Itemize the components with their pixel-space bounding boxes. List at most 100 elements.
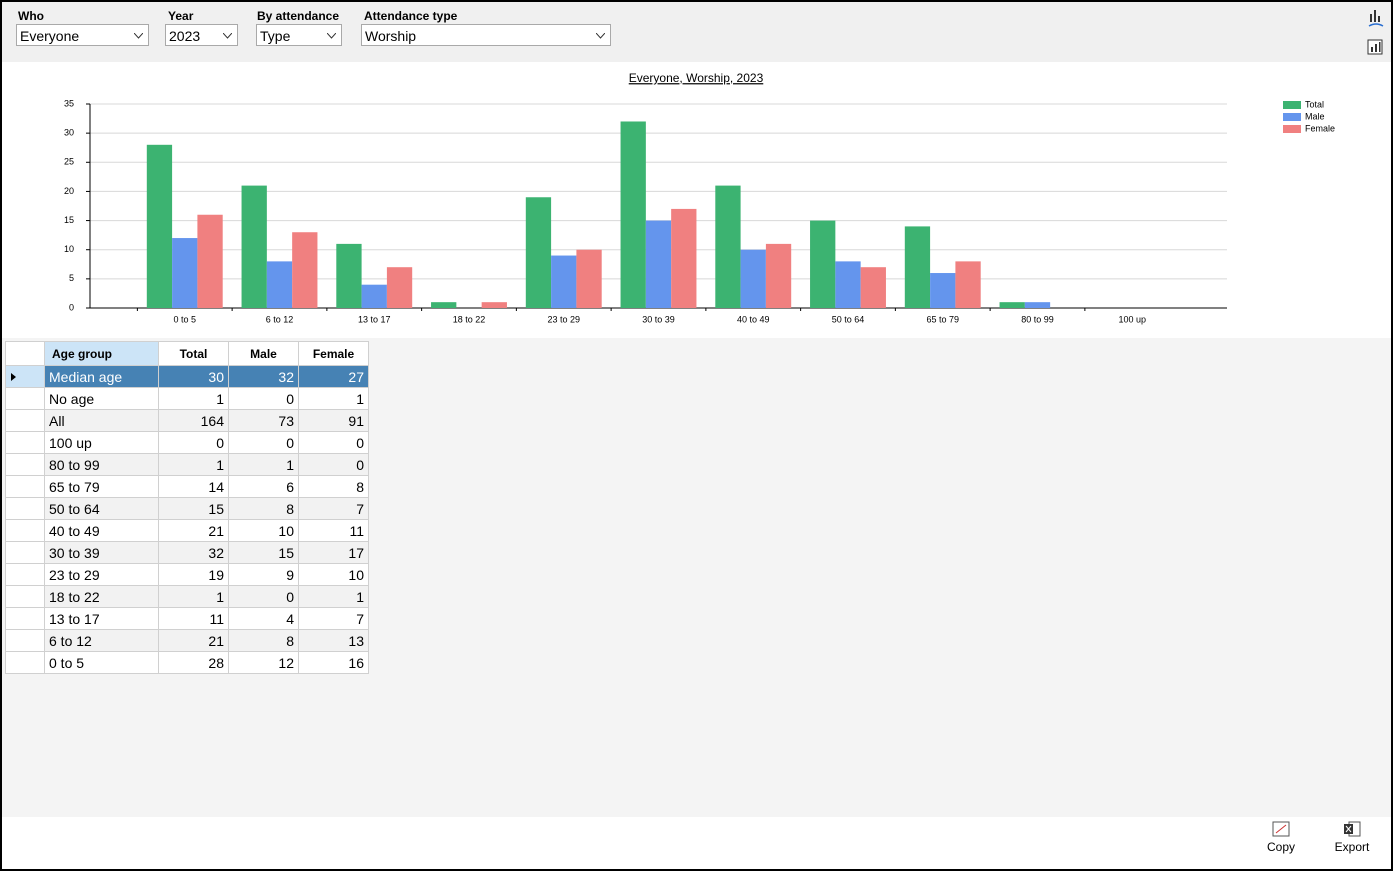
filter-label: Year bbox=[168, 9, 194, 23]
column-header: Female bbox=[298, 341, 369, 366]
row-header bbox=[5, 541, 45, 564]
table-cell: 32 bbox=[228, 365, 299, 388]
legend-label: Male bbox=[1305, 111, 1325, 121]
table-cell: 0 bbox=[228, 387, 299, 410]
bar bbox=[1024, 302, 1051, 308]
x-tick-label: 6 to 12 bbox=[266, 314, 294, 324]
column-header: Age group bbox=[44, 341, 159, 366]
table-row: 0 to 5 28 12 16 bbox=[5, 651, 369, 674]
dropdown[interactable]: Worship bbox=[361, 24, 611, 46]
table-cell: 7 bbox=[298, 607, 369, 630]
x-tick-label: 23 to 29 bbox=[547, 314, 580, 324]
table-cell: 9 bbox=[228, 563, 299, 586]
table-row: 50 to 64 15 8 7 bbox=[5, 497, 369, 520]
table-cell: 0 bbox=[158, 431, 229, 454]
table-row: 100 up 0 0 0 bbox=[5, 431, 369, 454]
column-header: Male bbox=[228, 341, 299, 366]
table-cell: 1 bbox=[158, 585, 229, 608]
y-tick-label: 35 bbox=[64, 98, 74, 108]
button-label: Export bbox=[1334, 840, 1370, 854]
table-cell: 14 bbox=[158, 475, 229, 498]
row-header bbox=[5, 651, 45, 674]
table-cell: 40 to 49 bbox=[44, 519, 159, 542]
table-cell: 21 bbox=[158, 519, 229, 542]
bar bbox=[361, 284, 387, 308]
table-cell: 13 to 17 bbox=[44, 607, 159, 630]
bar bbox=[336, 243, 362, 308]
row-header bbox=[5, 497, 45, 520]
excel-icon bbox=[1344, 821, 1361, 837]
y-tick-label: 5 bbox=[69, 273, 74, 283]
table-cell: 1 bbox=[298, 387, 369, 410]
dropdown-value: Everyone bbox=[20, 28, 80, 44]
copy-button[interactable]: Copy bbox=[1256, 821, 1306, 854]
table-cell: 0 bbox=[228, 431, 299, 454]
x-tick-label: 30 to 39 bbox=[642, 314, 675, 324]
table-cell: 28 bbox=[158, 651, 229, 674]
row-header bbox=[5, 387, 45, 410]
legend-label: Total bbox=[1305, 99, 1324, 109]
row-header bbox=[5, 607, 45, 630]
chart-icon[interactable] bbox=[1367, 8, 1385, 30]
bar bbox=[835, 261, 861, 308]
chart-title: Everyone, Worship, 2023 bbox=[629, 71, 764, 85]
bar bbox=[266, 261, 293, 308]
table-cell: 12 bbox=[228, 651, 299, 674]
copy-icon bbox=[1272, 821, 1290, 837]
table-row: 13 to 17 11 4 7 bbox=[5, 607, 369, 630]
y-tick-label: 10 bbox=[64, 244, 74, 254]
button-label: Copy bbox=[1266, 840, 1295, 854]
legend-swatch bbox=[1283, 101, 1301, 109]
table-cell: No age bbox=[44, 387, 159, 410]
table-row: 80 to 99 1 1 0 bbox=[5, 453, 369, 476]
table-cell: 10 bbox=[228, 519, 299, 542]
table-row: Median age 30 32 27 bbox=[5, 365, 369, 388]
bar bbox=[904, 226, 931, 308]
row-header bbox=[5, 475, 45, 498]
bar bbox=[525, 197, 552, 308]
filter-label: By attendance bbox=[257, 9, 340, 23]
table-cell: 80 to 99 bbox=[44, 453, 159, 476]
table-cell: 1 bbox=[228, 453, 299, 476]
bar bbox=[431, 302, 457, 308]
bar bbox=[999, 302, 1025, 308]
export-button[interactable]: Export bbox=[1327, 821, 1377, 854]
table-cell: 65 to 79 bbox=[44, 475, 159, 498]
x-tick-label: 100 up bbox=[1118, 314, 1146, 324]
table-row: 65 to 79 14 6 8 bbox=[5, 475, 369, 498]
x-tick-label: 0 to 5 bbox=[173, 314, 196, 324]
y-tick-label: 30 bbox=[64, 128, 74, 138]
table-icon[interactable] bbox=[1367, 39, 1383, 55]
table-cell: 0 bbox=[298, 453, 369, 476]
table-cell: 30 bbox=[158, 365, 229, 388]
table-cell: 1 bbox=[298, 585, 369, 608]
bar bbox=[241, 185, 267, 308]
row-header bbox=[5, 629, 45, 652]
bar bbox=[620, 121, 646, 308]
dropdown[interactable]: Type bbox=[256, 24, 342, 46]
table-cell: 73 bbox=[228, 409, 299, 432]
y-tick-label: 15 bbox=[64, 215, 74, 225]
dropdown[interactable]: 2023 bbox=[165, 24, 238, 46]
row-header bbox=[5, 585, 45, 608]
footer: Copy Export bbox=[2, 817, 1391, 869]
table-cell: 17 bbox=[298, 541, 369, 564]
table-cell: 50 to 64 bbox=[44, 497, 159, 520]
table-cell: 164 bbox=[158, 409, 229, 432]
row-indicator bbox=[11, 372, 16, 381]
row-header bbox=[5, 365, 45, 388]
table-cell: 11 bbox=[298, 519, 369, 542]
table-cell: Median age bbox=[44, 365, 159, 388]
table-cell: 0 bbox=[298, 431, 369, 454]
legend-swatch bbox=[1283, 125, 1301, 133]
table-cell: 13 bbox=[298, 629, 369, 652]
table-cell: 10 bbox=[298, 563, 369, 586]
row-header bbox=[5, 519, 45, 542]
bar bbox=[955, 261, 981, 308]
row-header bbox=[5, 563, 45, 586]
dropdown[interactable]: Everyone bbox=[16, 24, 149, 46]
table-cell: 91 bbox=[298, 409, 369, 432]
table-row: 6 to 12 21 8 13 bbox=[5, 629, 369, 652]
table-cell: 1 bbox=[158, 453, 229, 476]
dropdown-value: Type bbox=[260, 28, 291, 44]
